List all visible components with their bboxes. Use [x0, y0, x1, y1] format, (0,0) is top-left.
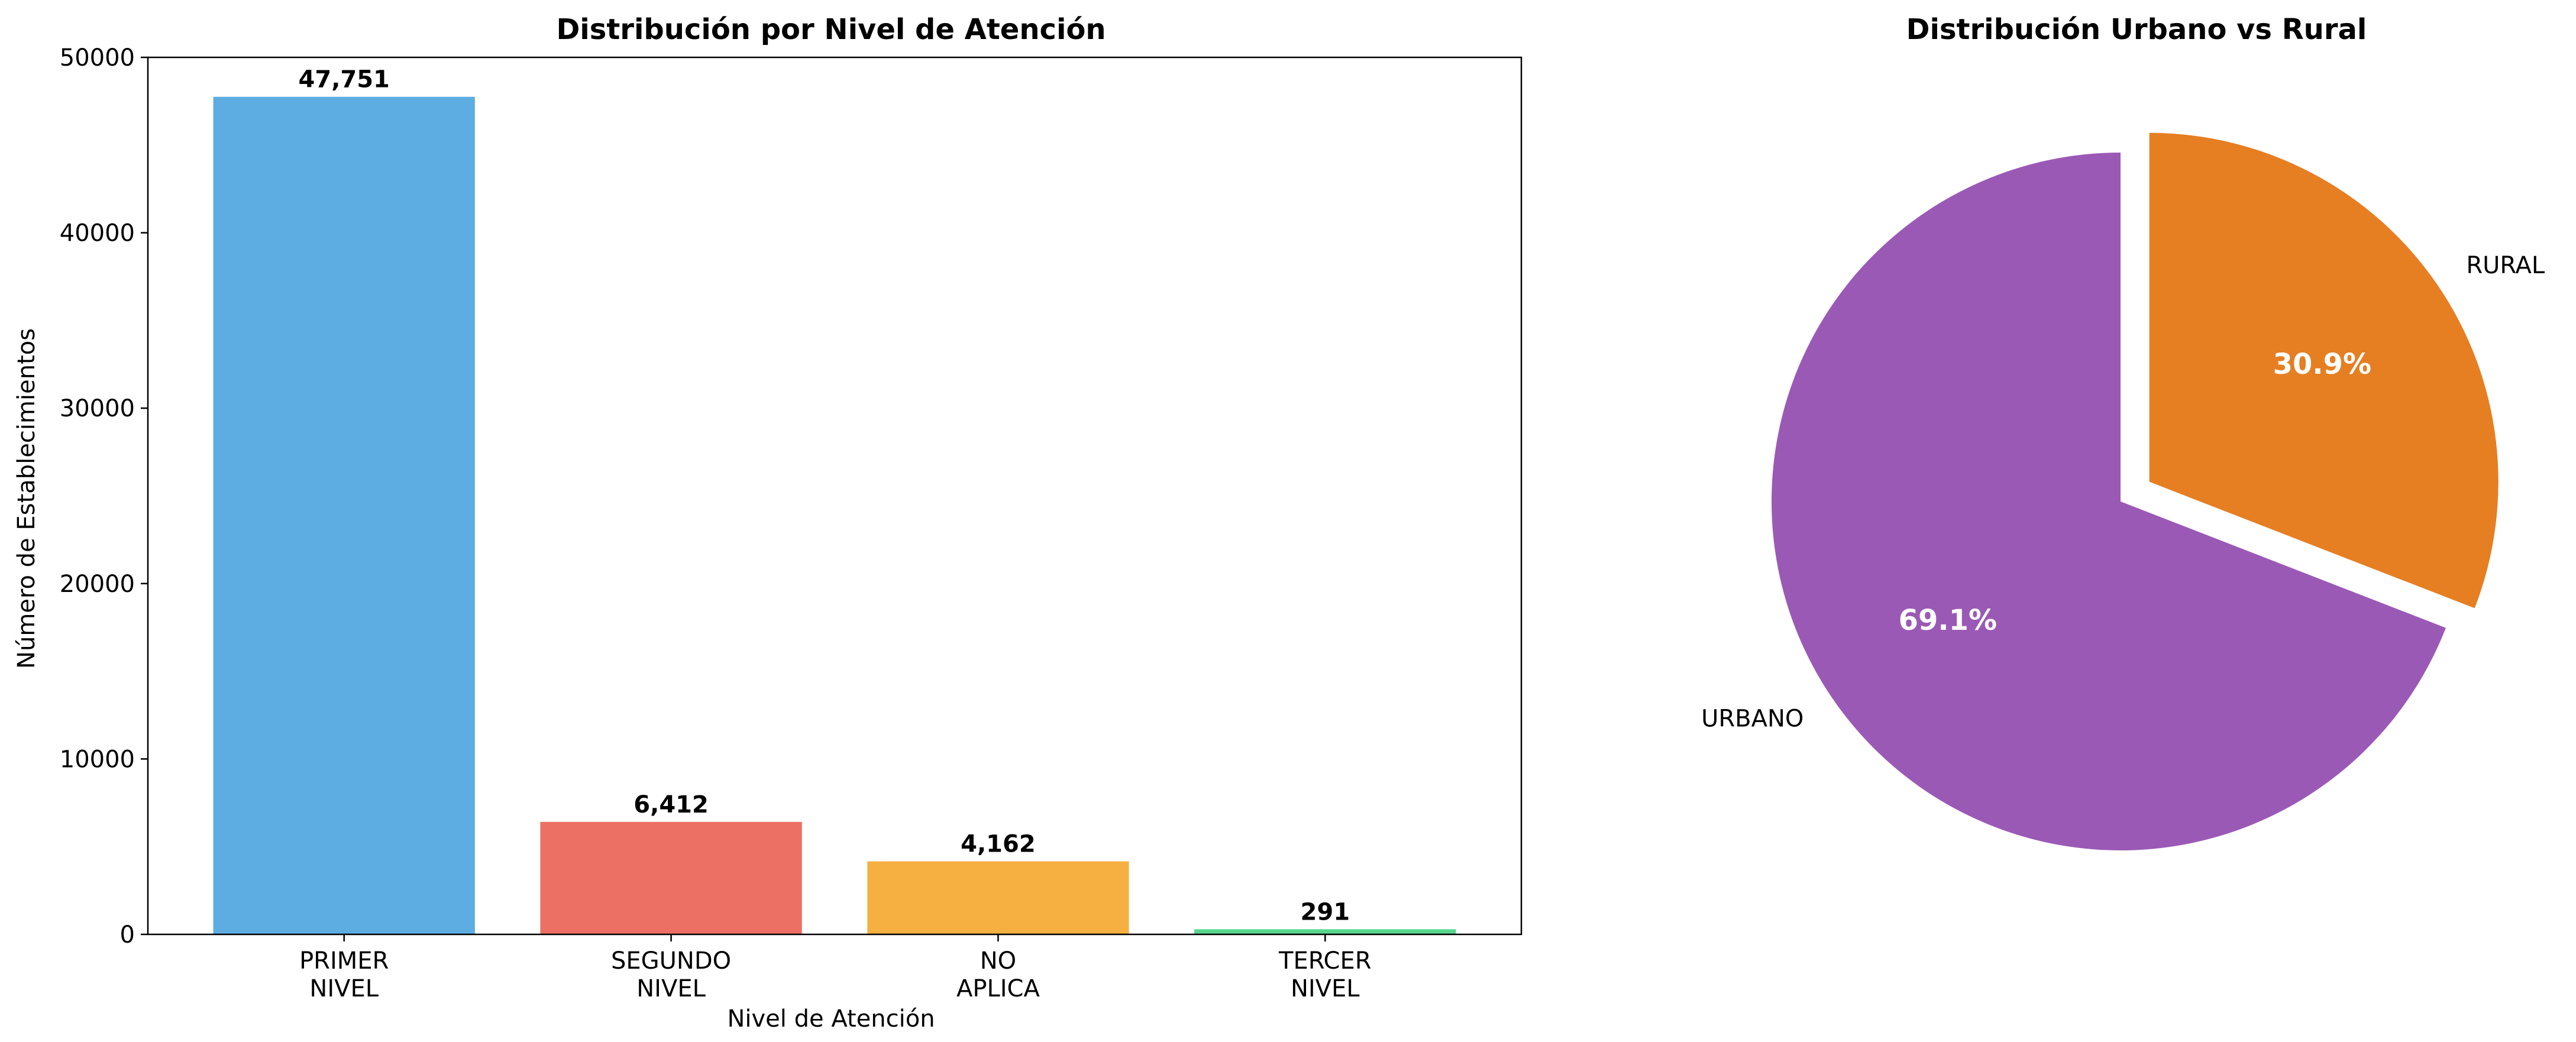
y-tick-label-1: 0: [120, 921, 135, 949]
y-tick-label-6: 50000: [60, 44, 135, 72]
bar-chart-axes: PRIMERNIVELSEGUNDONIVELNOAPLICATERCERNIV…: [60, 44, 1523, 1002]
y-tick-label-4: 30000: [60, 395, 135, 422]
pie-pct-label-rural: 30.9%: [2273, 348, 2372, 381]
bar-chart-title: Distribución por Nivel de Atención: [556, 13, 1106, 46]
pie-label-rural: RURAL: [2466, 252, 2545, 279]
bar-1: [213, 96, 475, 935]
x-tick-label-3-line-1: NO: [980, 947, 1016, 975]
pie-slice-rural: [2149, 132, 2499, 609]
x-tick-label-2-line-2: NIVEL: [636, 975, 706, 1002]
y-tick-label-5: 40000: [60, 220, 135, 247]
x-tick-label-4-line-1: TERCER: [1278, 947, 1372, 975]
y-tick-label-2: 10000: [60, 746, 135, 773]
pie-slice-urbano: [1772, 153, 2446, 851]
pie-chart-panel: Distribución Urbano vs Rural RURAL 30.9% U…: [1701, 13, 2545, 851]
x-tick-label-4-line-2: NIVEL: [1291, 975, 1360, 1002]
bar-3: [867, 861, 1129, 934]
y-tick-label-3: 20000: [60, 571, 135, 598]
x-tick-label-2-line-1: SEGUNDO: [611, 947, 731, 975]
pie-label-urbano: URBANO: [1701, 705, 1803, 732]
pie-chart-marks: RURAL 30.9% URBANO 69.1%: [1701, 132, 2545, 851]
x-tick-label-1-line-1: PRIMER: [299, 947, 389, 975]
bar-4: [1194, 929, 1456, 934]
bar-value-label-1: 47,751: [299, 66, 390, 93]
bar-2: [540, 821, 802, 934]
pie-pct-label-urbano: 69.1%: [1899, 604, 1998, 637]
bar-chart-frame: [147, 56, 1523, 936]
x-tick-label-3-line-2: APLICA: [956, 975, 1040, 1002]
bar-value-label-2: 6,412: [634, 791, 709, 818]
x-tick-label-1-line-2: NIVEL: [309, 975, 379, 1002]
bar-value-label-3: 4,162: [961, 831, 1036, 858]
bar-chart-y-axis-label: Número de Establecimientos: [13, 328, 40, 669]
bar-chart-marks: 47,751 6,412 4,162 291: [213, 66, 1456, 935]
bar-chart-panel: Distribución por Nivel de Atención 47,75…: [13, 13, 1523, 1033]
bar-chart-x-axis-label: Nivel de Atención: [727, 1005, 935, 1033]
pie-chart-title: Distribución Urbano vs Rural: [1906, 13, 2367, 46]
bar-value-label-4: 291: [1301, 898, 1350, 925]
